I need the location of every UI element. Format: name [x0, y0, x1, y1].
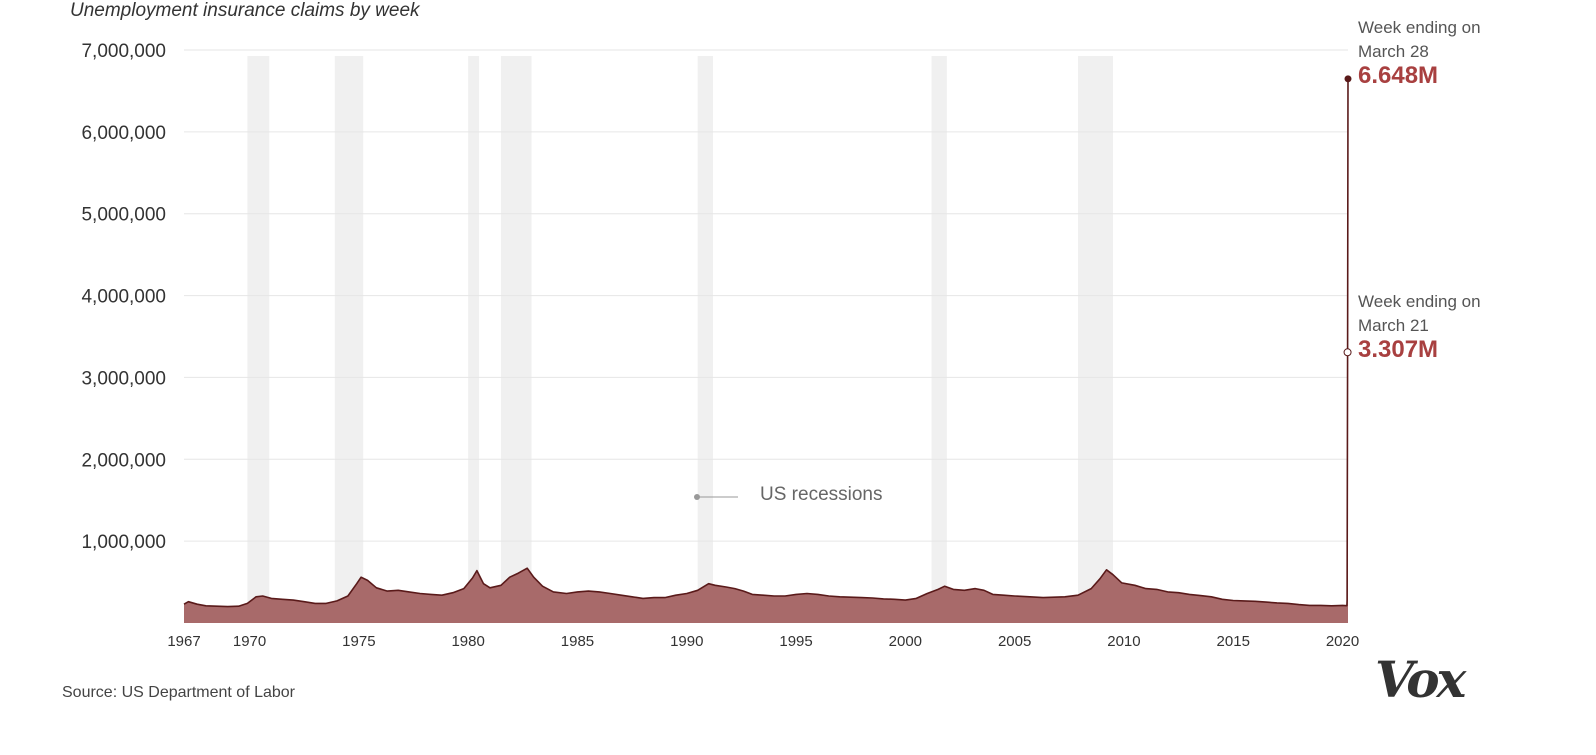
- annotation-line1: Week ending on: [1358, 292, 1481, 311]
- x-tick-label: 2010: [1107, 633, 1140, 650]
- recession-band: [1078, 56, 1114, 623]
- recession-band: [931, 56, 947, 623]
- gridlines: [184, 49, 1348, 542]
- y-tick-label: 4,000,000: [81, 287, 166, 308]
- y-tick-label: 5,000,000: [81, 205, 166, 226]
- data-point-march-28: [1344, 75, 1352, 83]
- y-tick-label: 2,000,000: [81, 450, 166, 471]
- y-tick-label: 6,000,000: [81, 123, 166, 144]
- area-series: [183, 78, 1349, 624]
- annotation-value: 6.648M: [1358, 62, 1439, 89]
- x-tick-label: 1990: [670, 633, 703, 650]
- markers: [694, 75, 1352, 500]
- y-tick-label: 1,000,000: [81, 532, 166, 553]
- recession-band: [500, 56, 532, 623]
- x-tick-label: 2000: [889, 633, 922, 650]
- source-note: Source: US Department of Labor: [62, 684, 296, 701]
- annotation-march-21: Week ending on March 21 3.307M: [1358, 290, 1481, 362]
- x-tick-label: 2005: [998, 633, 1031, 650]
- data-point-march-21: [1343, 348, 1352, 357]
- annotation-march-28: Week ending on March 28 6.648M: [1358, 16, 1481, 88]
- x-tick-label: 1980: [451, 633, 484, 650]
- recession-bands: [247, 56, 1114, 623]
- recession-legend-label: US recessions: [760, 484, 883, 505]
- x-tick-label: 1985: [561, 633, 594, 650]
- x-tick-label: 1970: [233, 633, 266, 650]
- annotation-line2: March 28: [1358, 42, 1429, 61]
- annotation-value: 3.307M: [1358, 336, 1439, 363]
- x-tick-label: 1995: [779, 633, 812, 650]
- y-tick-label: 3,000,000: [81, 368, 166, 389]
- vox-logo: Vox: [1375, 650, 1466, 709]
- x-tick-label: 1975: [342, 633, 375, 650]
- x-tick-label: 2020: [1326, 633, 1359, 650]
- y-axis: 1,000,000 2,000,000 3,000,000 4,000,000 5,00…: [81, 41, 166, 553]
- x-tick-label: 1967: [167, 633, 200, 650]
- chart-subtitle: Unemployment insurance claims by week: [70, 0, 420, 21]
- x-tick-label: 2015: [1217, 633, 1250, 650]
- recession-band: [468, 56, 480, 623]
- series-line: [183, 78, 1349, 608]
- x-axis: 1967 1970 1975 1980 1985 1990 1995 2000 2005 2010…: [167, 633, 1359, 650]
- recession-band: [697, 56, 713, 623]
- annotation-line1: Week ending on: [1358, 18, 1481, 37]
- recession-band: [334, 56, 364, 623]
- annotation-line2: March 21: [1358, 316, 1429, 335]
- y-tick-label: 7,000,000: [81, 41, 166, 62]
- recession-band: [247, 56, 270, 623]
